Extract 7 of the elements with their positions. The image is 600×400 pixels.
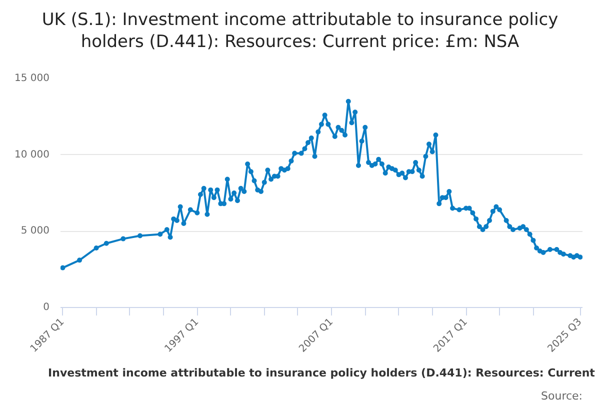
y-tick-label: 10 000 (14, 149, 50, 160)
source-note: Source: (541, 390, 583, 400)
chart-title: UK (S.1): Investment income attributable to insurance policy holders (D.441): Resources: Current price: £m: NSA (40, 9, 560, 53)
y-tick-label: 5 000 (20, 226, 50, 237)
y-tick-label: 15 000 (14, 73, 50, 84)
x-axis-title: Investment income attributable to insurance policy holders (D.441): Resources: Current (48, 366, 595, 380)
y-tick-label: 0 (43, 302, 50, 313)
